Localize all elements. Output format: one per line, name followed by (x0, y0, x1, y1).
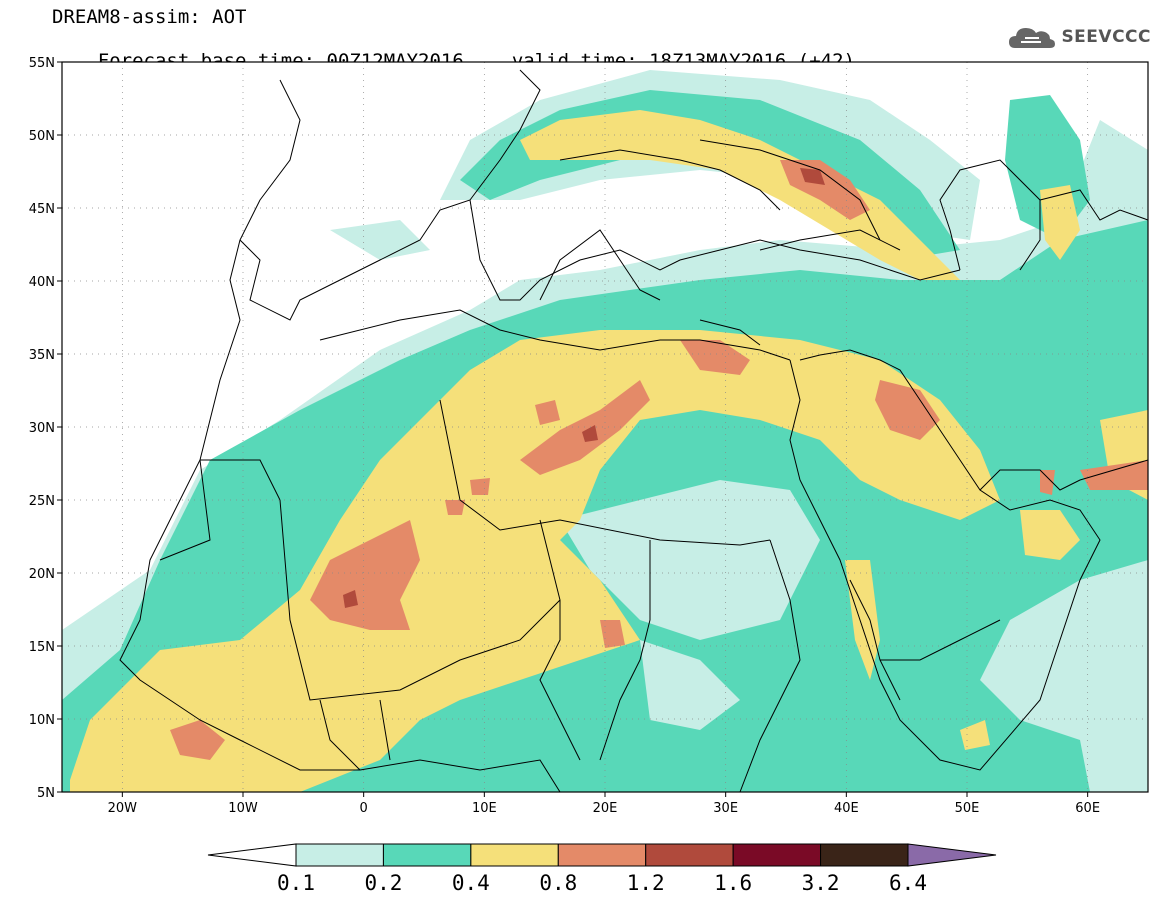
colorbar-label: 1.2 (627, 871, 665, 895)
colorbar-box (470, 843, 559, 867)
colorbar-box (382, 843, 472, 867)
lon-label: 20E (593, 801, 618, 816)
cloud-icon (1009, 28, 1056, 48)
axis-ticks (57, 61, 1089, 797)
aot-colorbar: 0.1 0.2 0.4 0.8 1.2 1.6 3.2 6.4 (207, 843, 997, 895)
logo-text: SEEVCCC (1061, 27, 1151, 47)
colorbar-label: 0.8 (539, 871, 577, 895)
lon-label: 50E (955, 801, 980, 816)
colorbar-box (820, 843, 909, 867)
colorbar-label: 3.2 (802, 871, 840, 895)
lat-label: 30N (29, 421, 55, 436)
lat-label: 10N (29, 713, 55, 728)
lon-label: 60E (1075, 801, 1100, 816)
seevccc-logo: SEEVCCC (1007, 22, 1151, 52)
colorbar-box (557, 843, 647, 867)
colorbar-label: 0.2 (364, 871, 402, 895)
lat-label: 15N (29, 640, 55, 655)
aot-band-0.4 (70, 110, 1148, 792)
colorbar-label: 0.4 (452, 871, 490, 895)
colorbar-over-arrow (907, 843, 997, 867)
longitude-labels: 20W 10W 0 10E 20E 30E 40E 50E 60E (108, 801, 1100, 816)
colorbar-box (732, 843, 822, 867)
lat-label: 20N (29, 567, 55, 582)
lat-label: 25N (29, 494, 55, 509)
colorbar-label: 6.4 (889, 871, 927, 895)
lat-label: 45N (29, 202, 55, 217)
lat-label: 40N (29, 275, 55, 290)
colorbar-under-arrow (207, 843, 297, 867)
lon-label: 40E (834, 801, 859, 816)
latitude-labels: 55N 50N 45N 40N 35N 30N 25N 20N 15N 10N 5N (29, 56, 55, 801)
lat-label: 50N (29, 129, 55, 144)
lon-label: 10E (472, 801, 497, 816)
colorbar-label: 0.1 (277, 871, 315, 895)
colorbar-box (645, 843, 734, 867)
product-title: DREAM8-assim: AOT (52, 6, 247, 28)
aot-band-0.8 (170, 160, 1148, 760)
lon-label: 20W (108, 801, 138, 816)
lat-label: 55N (29, 56, 55, 71)
aot-band-1.2 (343, 168, 825, 608)
lat-label: 35N (29, 348, 55, 363)
lon-label: 0 (360, 801, 368, 816)
colorbar-label: 1.6 (714, 871, 752, 895)
colorbar-box (295, 843, 384, 867)
coastlines (119, 69, 1148, 792)
lon-label: 10W (228, 801, 258, 816)
lon-label: 30E (713, 801, 738, 816)
lat-label: 5N (37, 786, 55, 801)
